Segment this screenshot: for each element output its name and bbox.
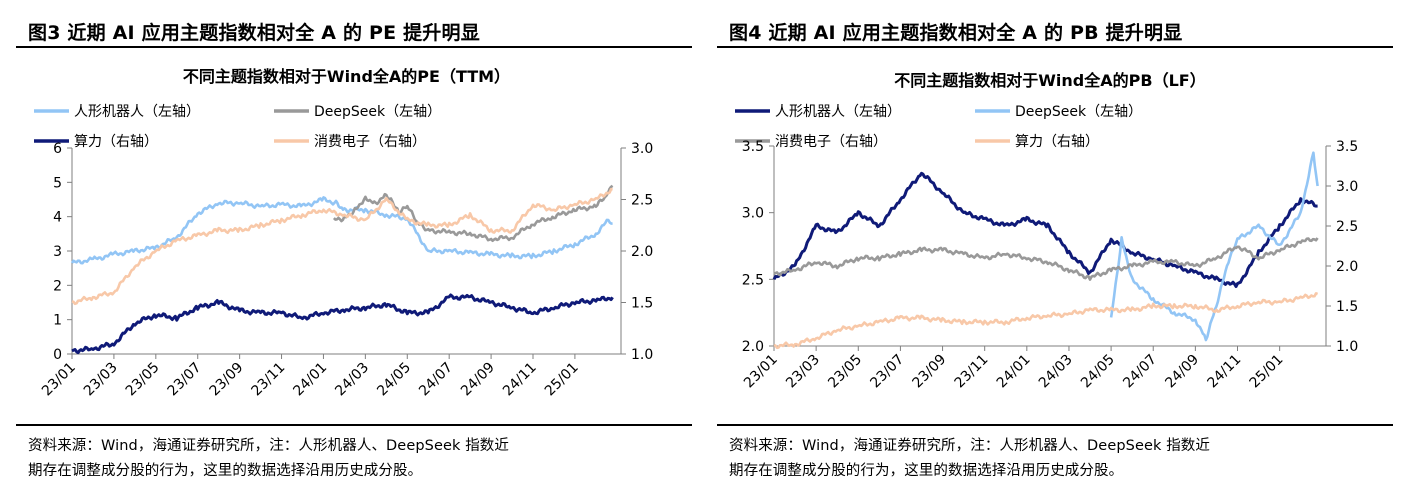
figure-3-title: 图3 近期 AI 应用主题指数相对全 A 的 PE 提升明显 bbox=[28, 22, 480, 44]
figure-3-panel: 图3 近期 AI 应用主题指数相对全 A 的 PE 提升明显 不同主题指数相对于… bbox=[16, 0, 692, 493]
x-tick-label: 24/05 bbox=[1078, 352, 1118, 392]
left-tick-label: 4 bbox=[53, 210, 62, 226]
right-tick-label: 2.0 bbox=[1336, 259, 1358, 275]
legend-label-4: 算力（右轴） bbox=[1015, 134, 1099, 150]
right-tick-label: 1.0 bbox=[1336, 339, 1358, 355]
x-tick-label: 24/07 bbox=[416, 360, 456, 400]
x-tick-label: 24/01 bbox=[290, 360, 330, 400]
left-tick-label: 5 bbox=[53, 175, 62, 191]
left-tick-label: 6 bbox=[53, 141, 62, 157]
left-tick-label: 2.5 bbox=[742, 272, 764, 288]
right-tick-label: 2.5 bbox=[1336, 219, 1358, 235]
series-line-4 bbox=[71, 187, 613, 306]
right-tick-label: 2.5 bbox=[631, 193, 653, 209]
x-tick-label: 24/11 bbox=[1204, 352, 1244, 392]
x-tick-label: 23/11 bbox=[952, 352, 992, 392]
chart-title: 不同主题指数相对于Wind全A的PB（LF） bbox=[894, 71, 1205, 90]
left-tick-label: 0 bbox=[53, 347, 62, 363]
left-tick-label: 2 bbox=[53, 278, 62, 294]
legend-label-2: DeepSeek（左轴） bbox=[314, 104, 441, 120]
legend-label-2: DeepSeek（左轴） bbox=[1015, 104, 1142, 120]
source-line-2: 期存在调整成分股的行为，这里的数据选择沿用历史成分股。 bbox=[28, 463, 423, 479]
x-tick-label: 23/03 bbox=[81, 360, 121, 400]
figure-4-panel: 图4 近期 AI 应用主题指数相对全 A 的 PB 提升明显 不同主题指数相对于… bbox=[717, 0, 1393, 493]
left-tick-label: 3 bbox=[53, 244, 62, 260]
chart-title: 不同主题指数相对于Wind全A的PE（TTM） bbox=[183, 67, 510, 86]
figure-3-source: 资料来源：Wind，海通证券研究所，注：人形机器人、DeepSeek 指数近 期… bbox=[16, 424, 692, 484]
x-tick-label: 24/07 bbox=[1120, 352, 1160, 392]
left-tick-label: 1 bbox=[53, 313, 62, 329]
series-line-4 bbox=[773, 292, 1319, 350]
right-tick-label: 1.0 bbox=[631, 347, 653, 363]
legend-label-3: 算力（右轴） bbox=[74, 134, 158, 150]
x-tick-label: 24/03 bbox=[332, 360, 372, 400]
x-tick-label: 23/01 bbox=[39, 360, 79, 400]
series-line-3 bbox=[71, 293, 614, 355]
source-line-1: 资料来源：Wind，海通证券研究所，注：人形机器人、DeepSeek 指数近 bbox=[28, 438, 510, 454]
source-line-2: 期存在调整成分股的行为，这里的数据选择沿用历史成分股。 bbox=[729, 463, 1124, 479]
x-tick-label: 24/03 bbox=[1036, 352, 1076, 392]
right-tick-label: 3.0 bbox=[1336, 179, 1358, 195]
left-tick-label: 3.0 bbox=[742, 206, 764, 222]
x-tick-label: 23/09 bbox=[910, 352, 950, 392]
figure-4-title: 图4 近期 AI 应用主题指数相对全 A 的 PB 提升明显 bbox=[729, 22, 1183, 44]
pb-chart: 不同主题指数相对于Wind全A的PB（LF） 人形机器人（左轴） DeepSeek（… bbox=[735, 71, 1358, 392]
x-tick-label: 24/01 bbox=[994, 352, 1034, 392]
x-tick-label: 23/03 bbox=[783, 352, 823, 392]
x-tick-label: 24/09 bbox=[458, 360, 498, 400]
x-tick-label: 23/05 bbox=[123, 360, 163, 400]
x-tick-label: 24/11 bbox=[500, 360, 540, 400]
pe-chart: 不同主题指数相对于Wind全A的PE（TTM） 人形机器人（左轴） DeepSeek… bbox=[34, 67, 653, 400]
right-tick-label: 3.0 bbox=[631, 141, 653, 157]
legend-label-3: 消费电子（右轴） bbox=[775, 134, 887, 150]
series-line-2 bbox=[332, 184, 614, 243]
x-tick-label: 23/07 bbox=[867, 352, 907, 392]
x-tick-label: 23/11 bbox=[249, 360, 289, 400]
x-tick-label: 24/05 bbox=[374, 360, 414, 400]
right-tick-label: 1.5 bbox=[1336, 299, 1358, 315]
x-tick-label: 23/09 bbox=[207, 360, 247, 400]
x-tick-label: 24/09 bbox=[1162, 352, 1202, 392]
series-line-1 bbox=[772, 171, 1318, 288]
right-tick-label: 1.5 bbox=[631, 296, 653, 312]
series-line-3 bbox=[773, 237, 1319, 281]
figure-3-header: 图3 近期 AI 应用主题指数相对全 A 的 PE 提升明显 bbox=[16, 12, 692, 48]
left-tick-label: 3.5 bbox=[742, 139, 764, 155]
x-tick-label: 23/07 bbox=[165, 360, 205, 400]
left-tick-label: 2.0 bbox=[742, 339, 764, 355]
source-line-1: 资料来源：Wind，海通证券研究所，注：人形机器人、DeepSeek 指数近 bbox=[729, 438, 1211, 454]
legend-label-1: 人形机器人（左轴） bbox=[74, 104, 200, 120]
x-tick-label: 25/01 bbox=[542, 360, 582, 400]
right-tick-label: 3.5 bbox=[1336, 139, 1358, 155]
legend-label-1: 人形机器人（左轴） bbox=[775, 104, 901, 120]
x-tick-label: 23/01 bbox=[741, 352, 781, 392]
figure-4-header: 图4 近期 AI 应用主题指数相对全 A 的 PB 提升明显 bbox=[717, 12, 1393, 48]
x-tick-label: 25/01 bbox=[1247, 352, 1287, 392]
right-tick-label: 2.0 bbox=[631, 244, 653, 260]
x-tick-label: 23/05 bbox=[825, 352, 865, 392]
figure-4-source: 资料来源：Wind，海通证券研究所，注：人形机器人、DeepSeek 指数近 期… bbox=[717, 424, 1393, 484]
legend-label-4: 消费电子（右轴） bbox=[314, 134, 426, 150]
